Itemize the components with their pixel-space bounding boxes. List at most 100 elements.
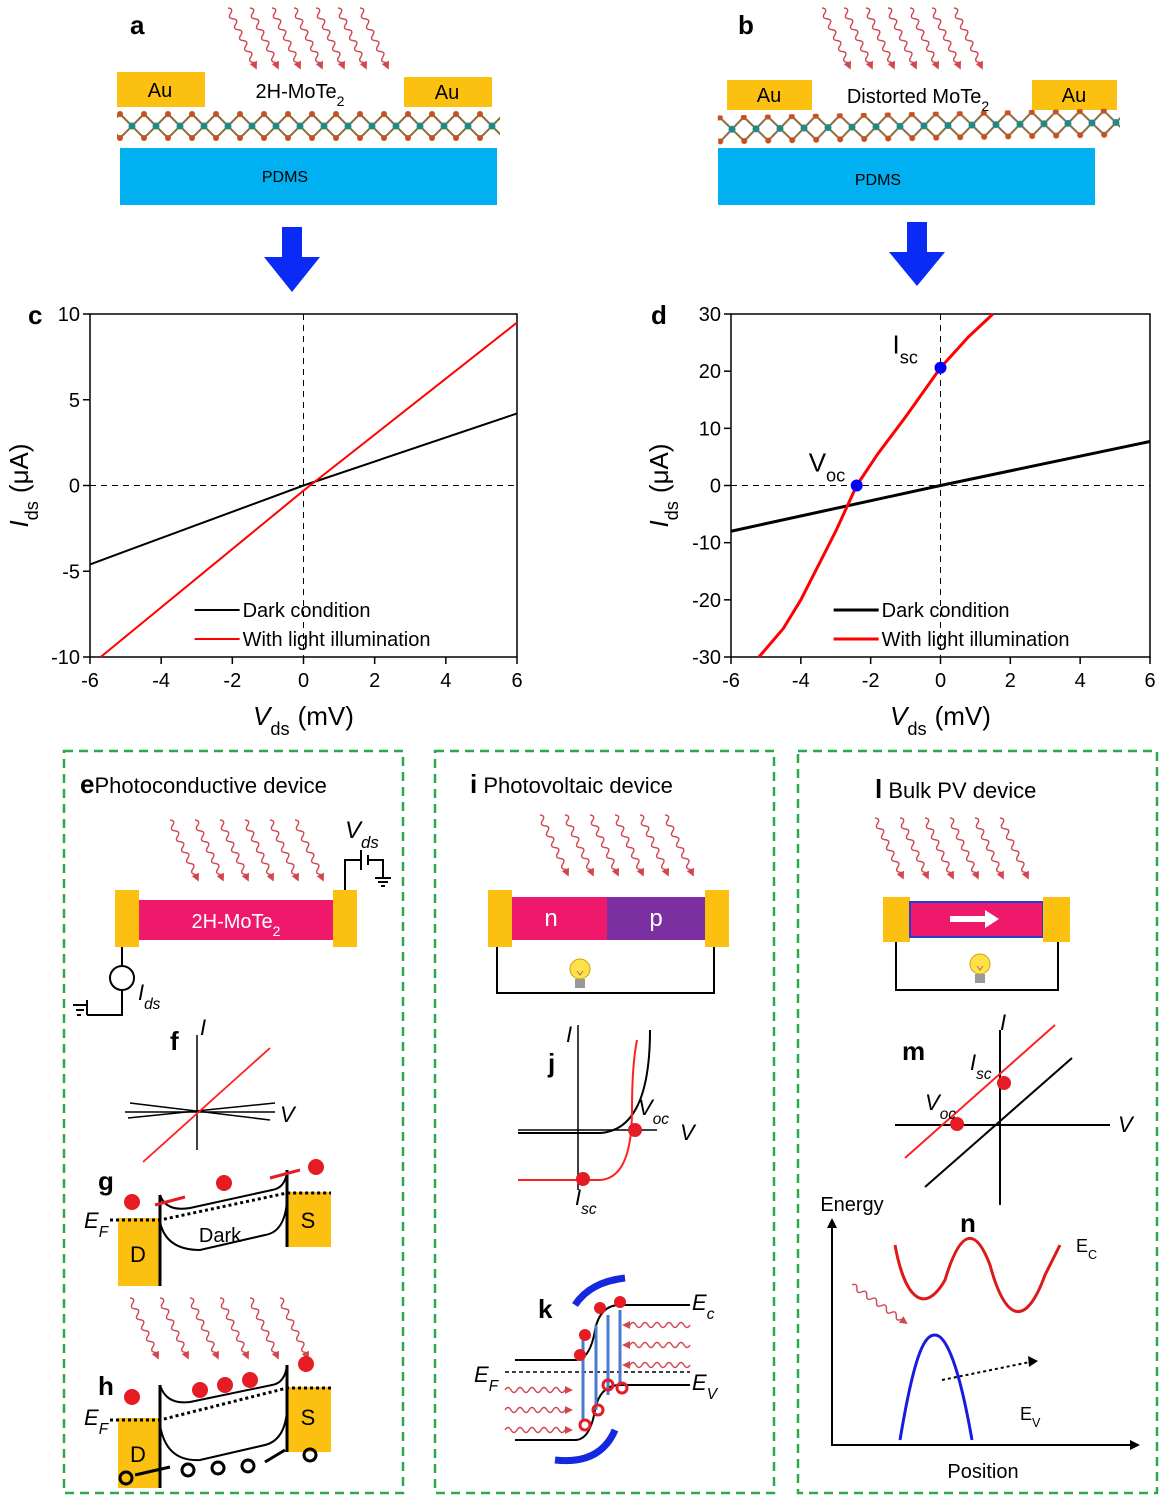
use-shape bbox=[246, 1296, 282, 1361]
x-tick-label: -2 bbox=[862, 670, 880, 692]
use-shape bbox=[622, 1321, 690, 1329]
circle-shape bbox=[216, 1175, 232, 1191]
panel-label: b bbox=[738, 10, 754, 40]
meter-label: Ids bbox=[138, 980, 161, 1013]
y-tick-label: 5 bbox=[69, 390, 80, 412]
use-shape bbox=[126, 1296, 162, 1361]
path-shape bbox=[583, 1310, 620, 1420]
condition-label: Dark bbox=[199, 1225, 242, 1247]
circle-shape bbox=[192, 1382, 208, 1398]
voc-label: Voc bbox=[638, 1095, 669, 1128]
arrow bbox=[889, 222, 945, 286]
band-label: Ec bbox=[692, 1290, 715, 1323]
y-tick-label: 10 bbox=[699, 418, 721, 440]
figure: a Au Au 2H-MoTe2 PDMS b Au Au Distorted … bbox=[0, 0, 1161, 1496]
battery bbox=[345, 850, 391, 890]
x-tick-label: 0 bbox=[298, 670, 309, 692]
electrode-label: D bbox=[130, 1242, 146, 1267]
fermi-label: EF bbox=[84, 1208, 110, 1241]
use-shape bbox=[156, 1296, 192, 1361]
panel-label: f bbox=[170, 1026, 179, 1056]
panel-frame bbox=[64, 751, 403, 1493]
electrode-label: S bbox=[301, 1405, 316, 1430]
use-shape bbox=[622, 1361, 690, 1369]
light-waves bbox=[224, 6, 392, 71]
use-shape bbox=[505, 1406, 573, 1414]
legend-label: Dark condition bbox=[882, 600, 1010, 622]
ammeter bbox=[110, 966, 134, 990]
y-tick-label: -20 bbox=[692, 590, 721, 612]
marker bbox=[851, 480, 863, 492]
substrate-label: PDMS bbox=[855, 172, 901, 189]
annotation: Voc bbox=[809, 448, 846, 486]
circle-shape bbox=[580, 1420, 590, 1430]
panel-label: h bbox=[98, 1371, 114, 1401]
circle-shape bbox=[614, 1296, 626, 1308]
x-tick-label: -4 bbox=[152, 670, 170, 692]
x-tick-label: 2 bbox=[1005, 670, 1016, 692]
axis-label: Energy bbox=[820, 1194, 883, 1216]
light-waves bbox=[126, 1296, 312, 1361]
valence-band bbox=[900, 1335, 972, 1440]
x-axis-label: Vds(mV) bbox=[253, 701, 354, 739]
band-label: EC bbox=[1076, 1236, 1097, 1262]
y-tick-label: 0 bbox=[710, 476, 721, 498]
axes bbox=[125, 1035, 275, 1150]
circle-shape bbox=[124, 1389, 140, 1405]
x-tick-label: 4 bbox=[440, 670, 451, 692]
x-tick-label: 2 bbox=[369, 670, 380, 692]
use-shape bbox=[291, 818, 327, 883]
x-tick-label: -6 bbox=[722, 670, 740, 692]
axis-label: I bbox=[566, 1022, 572, 1047]
use-shape bbox=[661, 813, 697, 878]
voc-label: Voc bbox=[925, 1090, 956, 1123]
dark-curve bbox=[518, 1030, 650, 1133]
marker bbox=[935, 362, 947, 374]
x-tick-label: -2 bbox=[223, 670, 241, 692]
light-waves bbox=[166, 818, 327, 883]
x-tick-label: -4 bbox=[792, 670, 810, 692]
legend-label: Dark condition bbox=[243, 600, 371, 622]
circle-shape bbox=[124, 1194, 140, 1210]
material-label: Distorted MoTe2 bbox=[847, 86, 990, 114]
electrode-label: Au bbox=[1062, 85, 1086, 107]
x-tick-label: -6 bbox=[81, 670, 99, 692]
electrode bbox=[488, 890, 512, 947]
electrode bbox=[1043, 897, 1070, 942]
circle-shape bbox=[242, 1460, 254, 1472]
use-shape bbox=[818, 6, 854, 71]
conduction-band bbox=[895, 1238, 1060, 1311]
arrow bbox=[264, 227, 320, 292]
circle-shape bbox=[212, 1462, 224, 1474]
circle-shape bbox=[217, 1377, 233, 1393]
holes bbox=[580, 1380, 627, 1430]
electrode-label: Au bbox=[435, 82, 459, 104]
axes bbox=[895, 1030, 1110, 1205]
circle-shape bbox=[617, 1383, 627, 1393]
axis-label: V bbox=[1118, 1112, 1135, 1137]
panel-label: c bbox=[28, 300, 42, 330]
circle-shape bbox=[579, 1329, 591, 1341]
circle-shape bbox=[574, 1349, 586, 1361]
panel-title: l Bulk PV device bbox=[875, 774, 1036, 804]
electrode bbox=[115, 890, 139, 947]
electrode-label: Au bbox=[148, 80, 172, 102]
use-shape bbox=[505, 1386, 573, 1394]
y-tick-label: -10 bbox=[51, 647, 80, 669]
x-tick-label: 6 bbox=[1144, 670, 1155, 692]
band-label: EF bbox=[474, 1362, 500, 1395]
lattice bbox=[117, 107, 500, 143]
use-shape bbox=[505, 1426, 573, 1434]
panel-title: ePhotoconductive device bbox=[80, 769, 327, 799]
panel-label: n bbox=[960, 1208, 976, 1238]
y-tick-label: 30 bbox=[699, 304, 721, 326]
isc-label: Isc bbox=[970, 1050, 992, 1083]
y-axis-label: Ids(μA) bbox=[4, 443, 42, 527]
y-tick-label: -5 bbox=[62, 561, 80, 583]
fermi-label: EF bbox=[84, 1405, 110, 1438]
axis-label: I bbox=[200, 1015, 206, 1040]
circle-shape bbox=[182, 1464, 194, 1476]
carriers bbox=[574, 1296, 626, 1361]
